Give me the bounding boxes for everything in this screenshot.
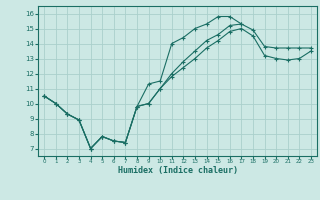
X-axis label: Humidex (Indice chaleur): Humidex (Indice chaleur) [118, 166, 238, 175]
